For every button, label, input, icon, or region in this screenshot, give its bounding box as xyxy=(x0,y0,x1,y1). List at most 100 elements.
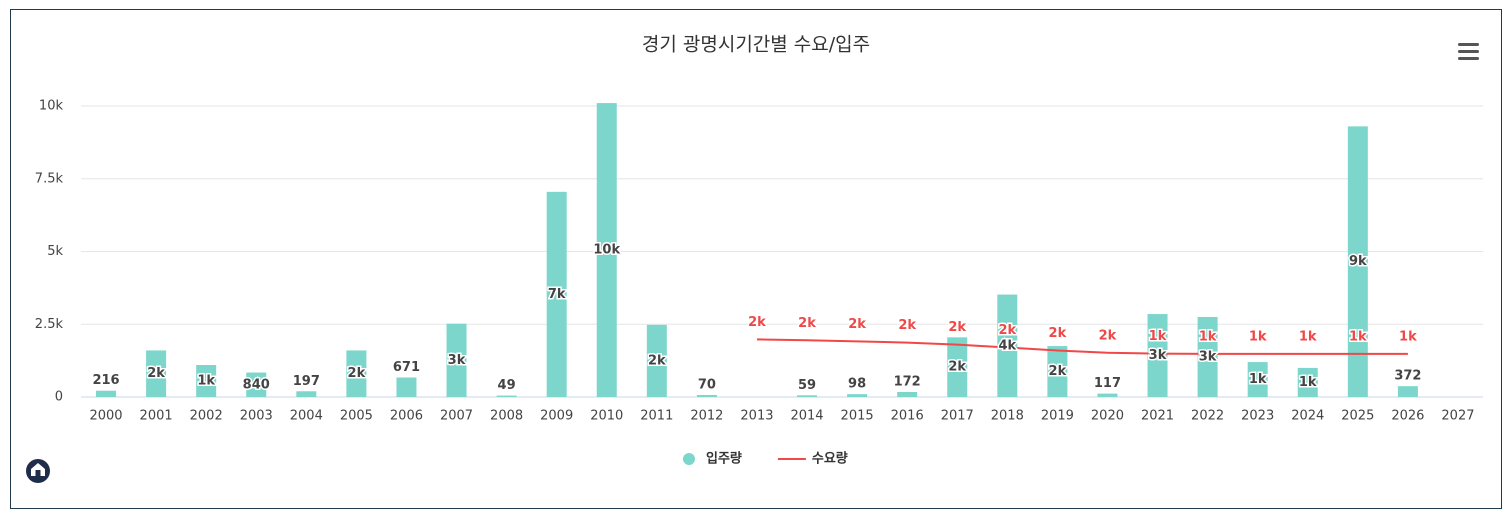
data-label: 2k xyxy=(848,317,866,332)
bar xyxy=(246,372,267,397)
x-tick-label: 2003 xyxy=(240,409,273,424)
data-label: 2k xyxy=(948,320,966,335)
bar xyxy=(496,395,517,397)
x-tick-label: 2018 xyxy=(991,409,1024,424)
x-tick-label: 2027 xyxy=(1441,409,1474,424)
data-label: 2k xyxy=(798,316,816,331)
x-tick-label: 2005 xyxy=(340,409,373,424)
y-tick-label: 5k xyxy=(47,244,63,259)
chart-title: 경기 광명시기간별 수요/입주 xyxy=(642,34,870,56)
data-label: 1k xyxy=(1299,375,1317,390)
x-tick-label: 2014 xyxy=(790,409,823,424)
data-label: 1k xyxy=(1199,329,1217,344)
data-label: 4k xyxy=(998,338,1016,353)
x-tick-label: 2023 xyxy=(1241,409,1274,424)
logo xyxy=(26,459,50,483)
chart-frame xyxy=(10,9,1502,509)
line xyxy=(756,338,1408,355)
data-label: 2k xyxy=(1099,328,1117,343)
x-tick-label: 2000 xyxy=(89,409,122,424)
bar xyxy=(847,394,868,397)
y-tick-label: 2.5k xyxy=(35,317,64,332)
x-tick-label: 2007 xyxy=(440,409,473,424)
data-label: 172 xyxy=(894,374,921,389)
data-label: 2k xyxy=(147,366,165,381)
x-tick-label: 2026 xyxy=(1391,409,1424,424)
legend-label: 수요량 xyxy=(812,452,848,467)
legend-symbol xyxy=(683,453,695,465)
data-label: 1k xyxy=(1349,329,1367,344)
bar xyxy=(196,364,217,397)
x-tick-label: 2002 xyxy=(190,409,223,424)
data-label: 840 xyxy=(243,377,270,392)
x-tick-label: 2015 xyxy=(841,409,874,424)
data-label: 98 xyxy=(848,377,866,392)
legend-label: 입주량 xyxy=(706,452,742,467)
data-label: 2k xyxy=(948,360,966,375)
bar xyxy=(897,391,918,397)
bar xyxy=(546,191,567,397)
x-tick-label: 2008 xyxy=(490,409,523,424)
data-label: 2k xyxy=(748,315,766,330)
bar xyxy=(596,103,617,397)
data-label: 117 xyxy=(1094,376,1121,391)
bar xyxy=(346,350,367,397)
bar xyxy=(1397,386,1418,397)
data-label: 2k xyxy=(648,353,666,368)
data-label: 70 xyxy=(698,377,716,392)
x-tick-label: 2019 xyxy=(1041,409,1074,424)
bar xyxy=(1297,367,1318,397)
bar xyxy=(1147,314,1168,397)
data-label: 1k xyxy=(197,373,215,388)
x-tick-label: 2025 xyxy=(1341,409,1374,424)
y-tick-label: 0 xyxy=(55,390,63,405)
data-label: 1k xyxy=(1249,329,1267,344)
data-label: 671 xyxy=(393,360,420,375)
data-label: 372 xyxy=(1394,369,1421,384)
x-tick-label: 2017 xyxy=(941,409,974,424)
bar xyxy=(997,294,1018,397)
bar xyxy=(947,337,968,397)
data-label: 1k xyxy=(1149,329,1167,344)
bar xyxy=(696,394,717,397)
x-tick-label: 2022 xyxy=(1191,409,1224,424)
data-label: 7k xyxy=(548,287,566,302)
bar xyxy=(296,391,317,397)
data-label: 2k xyxy=(898,318,916,333)
x-tick-label: 2009 xyxy=(540,409,573,424)
bar xyxy=(1247,362,1268,397)
data-label: 9k xyxy=(1349,254,1367,269)
data-label: 1k xyxy=(1299,329,1317,344)
bar xyxy=(1347,126,1368,398)
x-tick-label: 2010 xyxy=(590,409,623,424)
x-tick-label: 2001 xyxy=(140,409,173,424)
bar xyxy=(1097,393,1118,397)
x-tick-label: 2012 xyxy=(690,409,723,424)
y-tick-label: 10k xyxy=(39,99,64,114)
bar xyxy=(446,323,467,397)
bar xyxy=(646,324,667,397)
x-tick-label: 2016 xyxy=(891,409,924,424)
data-label: 1k xyxy=(1399,329,1417,344)
data-label: 10k xyxy=(593,243,620,258)
x-tick-label: 2013 xyxy=(740,409,773,424)
data-label: 3k xyxy=(448,353,466,368)
bar xyxy=(1197,316,1218,397)
menu-icon[interactable] xyxy=(1458,43,1479,60)
bar xyxy=(96,390,117,397)
x-tick-label: 2004 xyxy=(290,409,323,424)
data-label: 2k xyxy=(1049,364,1067,379)
x-tick-label: 2024 xyxy=(1291,409,1324,424)
bar xyxy=(396,377,417,397)
data-label: 3k xyxy=(1199,349,1217,364)
data-label: 216 xyxy=(92,373,119,388)
x-tick-label: 2020 xyxy=(1091,409,1124,424)
x-tick-label: 2021 xyxy=(1141,409,1174,424)
bar xyxy=(146,350,167,397)
data-label: 197 xyxy=(293,374,320,389)
data-label: 2k xyxy=(998,323,1016,338)
data-label: 49 xyxy=(498,378,516,393)
x-tick-label: 2011 xyxy=(640,409,673,424)
data-label: 2k xyxy=(348,366,366,381)
